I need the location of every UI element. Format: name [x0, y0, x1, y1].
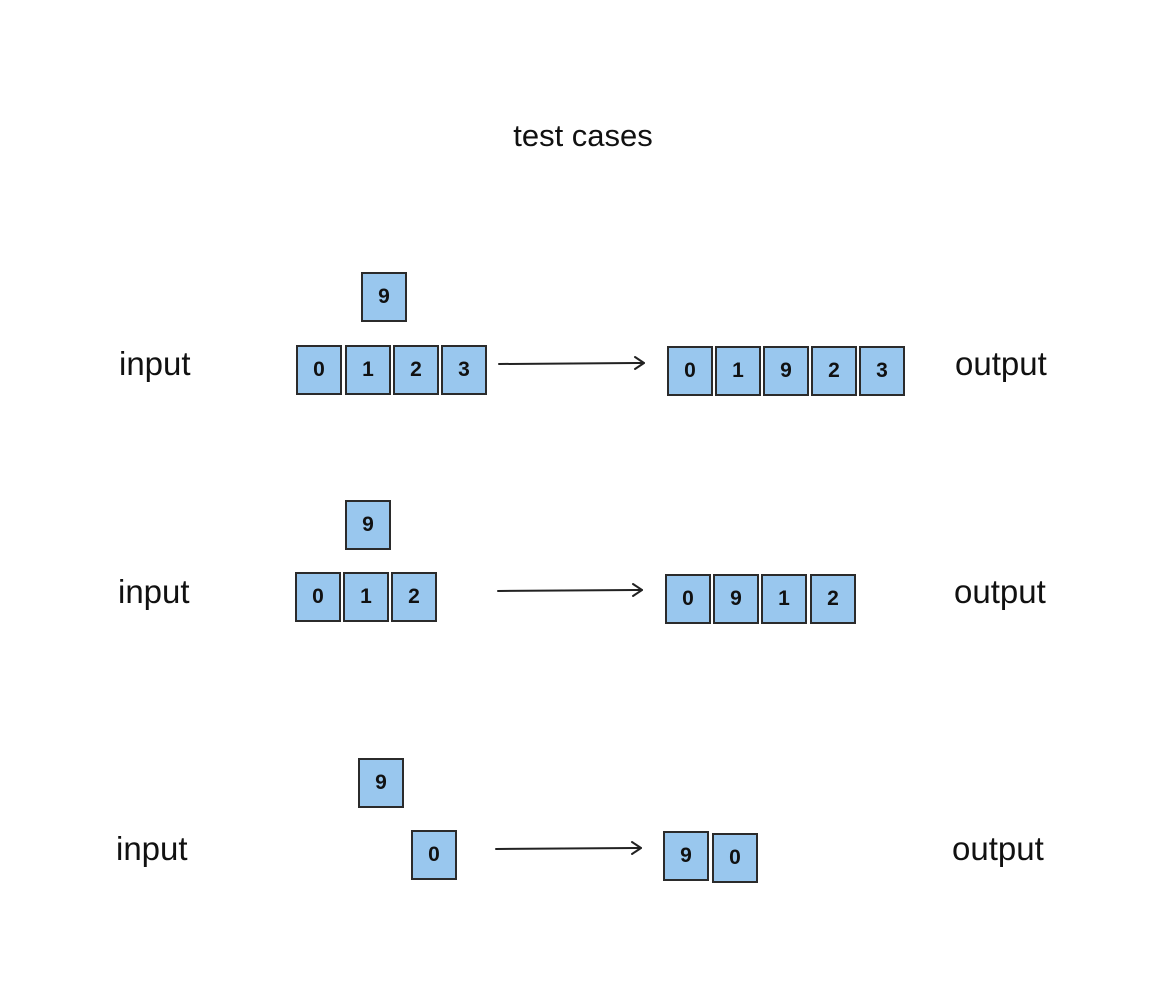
- arrow-head: [634, 356, 645, 370]
- insert-value-cell: 9: [358, 758, 404, 808]
- output-cell: 2: [810, 574, 856, 624]
- diagram-title: test cases: [513, 118, 653, 153]
- output-cell: 3: [859, 346, 905, 396]
- input-cell: 1: [345, 345, 391, 395]
- input-cell: 2: [393, 345, 439, 395]
- input-cell: 1: [343, 572, 389, 622]
- output-cell: 0: [712, 833, 758, 883]
- output-cell: 0: [665, 574, 711, 624]
- arrow-line: [497, 589, 643, 592]
- input-cell: 0: [295, 572, 341, 622]
- arrow-line: [495, 847, 642, 850]
- output-label: output: [952, 830, 1044, 867]
- output-cell: 9: [763, 346, 809, 396]
- insert-value-cell: 9: [361, 272, 407, 322]
- output-label: output: [955, 345, 1047, 382]
- output-cell: 1: [715, 346, 761, 396]
- input-cell: 3: [441, 345, 487, 395]
- arrow-case-3: [495, 841, 642, 855]
- output-cell: 9: [713, 574, 759, 624]
- input-cell: 0: [411, 830, 457, 880]
- output-cell: 1: [761, 574, 807, 624]
- input-cell: 2: [391, 572, 437, 622]
- arrow-line: [498, 362, 645, 365]
- input-label: input: [119, 345, 191, 382]
- input-label: input: [118, 573, 190, 610]
- arrow-head: [632, 583, 643, 597]
- arrow-case-1: [498, 356, 645, 370]
- input-cell: 0: [296, 345, 342, 395]
- arrow-case-2: [497, 583, 643, 597]
- arrow-head: [631, 841, 642, 855]
- output-cell: 0: [667, 346, 713, 396]
- output-label: output: [954, 573, 1046, 610]
- output-cell: 2: [811, 346, 857, 396]
- output-cell: 9: [663, 831, 709, 881]
- insert-value-cell: 9: [345, 500, 391, 550]
- input-label: input: [116, 830, 188, 867]
